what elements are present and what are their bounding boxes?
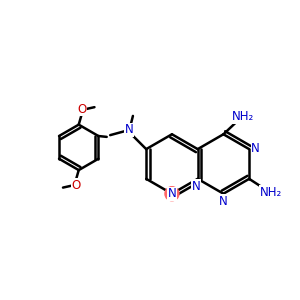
Text: N: N [168,187,176,200]
Text: O: O [77,103,86,116]
Text: N: N [251,142,260,155]
Text: N: N [219,195,228,208]
Text: N: N [192,180,200,193]
Text: NH₂: NH₂ [232,110,254,123]
Text: N: N [125,123,134,136]
Circle shape [165,187,179,201]
Text: O: O [71,179,81,192]
Text: NH₂: NH₂ [260,186,282,199]
